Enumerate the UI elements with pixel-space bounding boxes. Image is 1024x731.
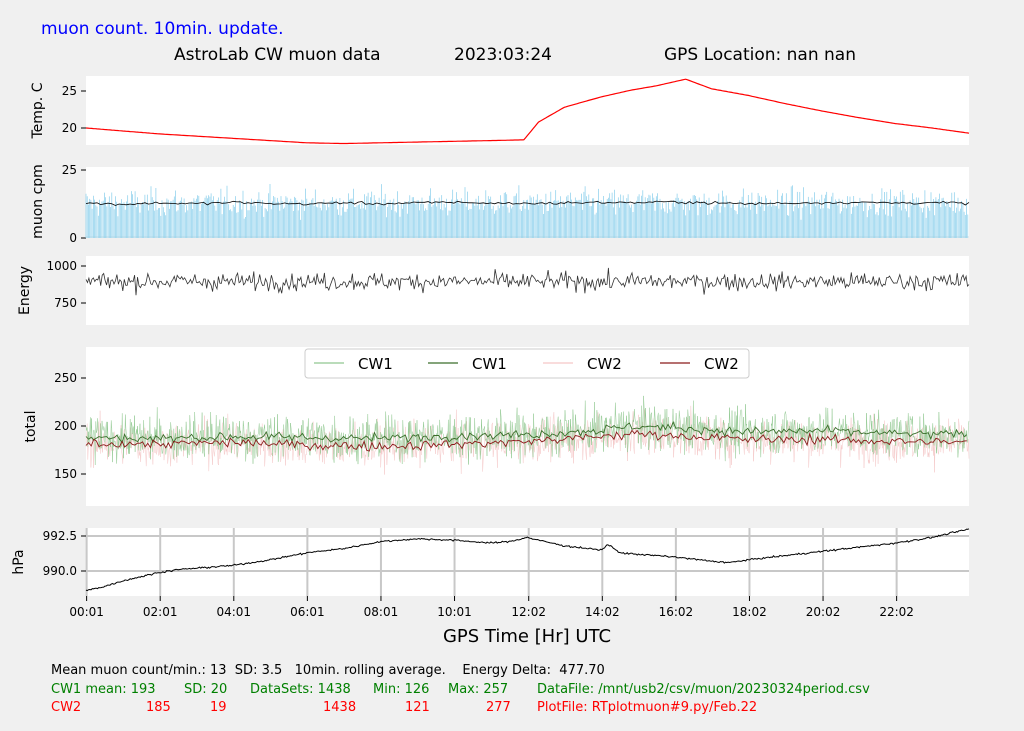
energy-ytick-label-1: 750: [54, 296, 77, 310]
muon-ytick-label-1: 0: [69, 231, 77, 245]
x-tick-label-10: 20:02: [806, 605, 841, 619]
x-tick-label-9: 18:02: [732, 605, 767, 619]
cw2-average-line: [85, 429, 967, 452]
legend-label-3: CW2: [704, 355, 739, 373]
temperature-ytick-label-1: 20: [62, 121, 77, 135]
total-ytick-label-0: 250: [54, 371, 77, 385]
muon-ylabel: muon cpm: [30, 164, 46, 239]
energy-line: [85, 267, 970, 296]
stats-cw1-datasets: DataSets: 1438: [250, 682, 351, 697]
x-axis-title: GPS Time [Hr] UTC: [443, 626, 611, 647]
panel-energy: [86, 256, 969, 325]
temperature-line: [85, 78, 970, 145]
stats-cw1-max: Max: 257: [448, 682, 509, 697]
total-ytick-label-2: 150: [54, 467, 77, 481]
legend-box: [304, 348, 750, 379]
stats-datafile: DataFile: /mnt/usb2/csv/muon/20230324per…: [537, 682, 870, 697]
stats-cw2-label: CW2: [51, 700, 82, 715]
temperature-ytick-label-0: 25: [62, 84, 77, 98]
stats-cw2-sd: 19: [210, 700, 227, 715]
total-ylabel: total: [23, 410, 39, 442]
pressure-ytick-label-1: 990.0: [43, 564, 77, 578]
legend-label-1: CW1: [472, 355, 507, 373]
x-tick-label-4: 08:01: [364, 605, 399, 619]
x-tick-label-11: 22:02: [879, 605, 914, 619]
muon-count-bars: [85, 184, 969, 238]
x-tick-label-5: 10:01: [437, 605, 472, 619]
panel-pressure: [86, 528, 969, 596]
stats-plotfile: PlotFile: RTplotmuon#9.py/Feb.22: [537, 700, 758, 715]
stats-cw2-mean: 185: [146, 700, 171, 715]
stats-cw1-sd: SD: 20: [184, 682, 228, 697]
stats-line-muon: Mean muon count/min.: 13 SD: 3.5 10min. …: [51, 663, 605, 678]
stats-cw2-max: 277: [486, 700, 511, 715]
stats-cw2-datasets: 1438: [323, 700, 357, 715]
pressure-line: [85, 528, 970, 592]
x-tick-label-2: 04:01: [216, 605, 251, 619]
gps-location: GPS Location: nan nan: [664, 45, 856, 65]
stats-cw2-min: 121: [405, 700, 430, 715]
muon-ytick-label-0: 25: [62, 163, 77, 177]
stats-cw1-min: Min: 126: [373, 682, 430, 697]
legend-label-2: CW2: [587, 355, 622, 373]
header-title: muon count. 10min. update.: [41, 19, 284, 39]
energy-ylabel: Energy: [17, 266, 33, 315]
legend-label-0: CW1: [358, 355, 393, 373]
x-tick-label-1: 02:01: [143, 605, 178, 619]
muon-rolling-average-line: [85, 200, 970, 206]
x-tick-label-8: 16:02: [659, 605, 694, 619]
x-tick-label-0: 00:01: [69, 605, 104, 619]
cw1-average-line: [85, 420, 968, 444]
pressure-ylabel: hPa: [11, 549, 27, 574]
x-tick-label-6: 12:02: [511, 605, 546, 619]
chart-date: 2023:03:24: [454, 45, 552, 65]
pressure-ytick-label-0: 992.5: [43, 529, 77, 543]
energy-ytick-label-0: 1000: [46, 259, 77, 273]
chart-subtitle: AstroLab CW muon data: [174, 45, 381, 65]
x-tick-label-7: 14:02: [585, 605, 620, 619]
stats-cw1-mean: CW1 mean: 193: [51, 682, 156, 697]
x-tick-label-3: 06:01: [290, 605, 325, 619]
cw1-raw-line: [85, 395, 970, 466]
total-ytick-label-1: 200: [54, 419, 77, 433]
temperature-ylabel: Temp. C: [30, 82, 46, 139]
